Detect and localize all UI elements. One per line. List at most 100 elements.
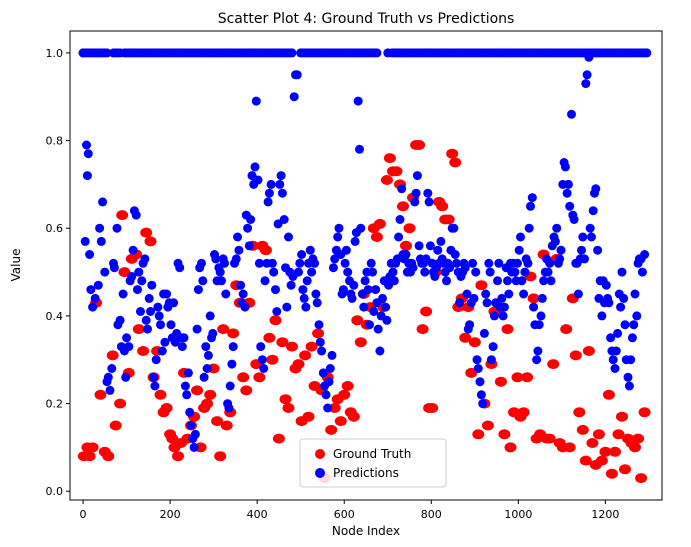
prediction-point	[325, 364, 335, 373]
ground-truth-point	[305, 341, 318, 352]
prediction-point	[350, 236, 360, 246]
prediction-point	[294, 267, 303, 277]
prediction-point	[359, 302, 369, 312]
ground-truth-point	[442, 214, 455, 225]
prediction-point	[397, 184, 407, 194]
prediction-point	[323, 403, 333, 413]
prediction-point	[489, 311, 499, 321]
prediction-point	[305, 245, 315, 255]
prediction-point	[624, 381, 634, 391]
prediction-point	[569, 215, 579, 224]
ground-truth-point	[586, 438, 599, 448]
x-tick-label: 600	[334, 508, 355, 521]
ground-truth-point	[302, 411, 315, 422]
prediction-point	[149, 372, 159, 382]
ground-truth-point	[160, 403, 173, 413]
prediction-point	[227, 359, 237, 369]
ground-truth-point	[237, 372, 250, 383]
prediction-point	[260, 276, 270, 286]
prediction-point	[366, 258, 376, 268]
prediction-point	[519, 289, 529, 299]
prediction-point	[536, 311, 546, 321]
prediction-point	[433, 245, 443, 255]
prediction-point	[263, 197, 273, 207]
ground-truth-point	[632, 433, 645, 444]
prediction-point	[284, 232, 293, 242]
prediction-point	[581, 79, 591, 89]
y-tick-label: 0.8	[46, 135, 64, 148]
ground-truth-point	[201, 398, 214, 409]
ground-truth-point	[446, 148, 459, 159]
ground-truth-point	[217, 324, 230, 335]
prediction-point	[146, 307, 155, 316]
prediction-point	[334, 223, 344, 233]
prediction-point	[201, 342, 211, 352]
chart-title: Scatter Plot 4: Ground Truth vs Predicti…	[218, 11, 515, 27]
prediction-point	[545, 258, 555, 268]
prediction-point	[137, 276, 147, 286]
prediction-point	[98, 197, 108, 207]
ground-truth-point	[259, 245, 272, 256]
prediction-point	[231, 254, 241, 264]
ground-truth-point	[403, 223, 416, 234]
prediction-point	[479, 328, 489, 338]
prediction-point	[484, 258, 494, 268]
prediction-point	[240, 302, 250, 312]
ground-truth-point	[616, 411, 628, 422]
prediction-point	[131, 210, 141, 220]
prediction-point	[295, 258, 305, 268]
prediction-point	[468, 258, 478, 268]
prediction-point	[486, 355, 496, 365]
ground-truth-point	[504, 442, 517, 453]
prediction-point	[526, 201, 535, 211]
ground-truth-point	[86, 442, 99, 453]
prediction-point	[587, 232, 596, 242]
prediction-point	[86, 285, 96, 295]
prediction-point	[160, 337, 170, 347]
legend-label-predictions: Predictions	[333, 466, 399, 480]
prediction-point	[215, 267, 225, 277]
prediction-point	[85, 250, 95, 259]
ground-truth-point	[354, 337, 367, 348]
prediction-point	[112, 223, 122, 233]
prediction-point	[107, 364, 117, 373]
prediction-point	[593, 245, 603, 255]
prediction-point	[175, 263, 185, 273]
prediction-point	[619, 293, 629, 303]
x-tick-label: 800	[421, 508, 442, 521]
prediction-point	[532, 355, 542, 365]
ground-truth-point	[94, 389, 107, 400]
prediction-point	[151, 355, 161, 365]
prediction-point	[637, 267, 647, 277]
prediction-point	[202, 364, 212, 373]
x-tick-label: 1000	[504, 508, 532, 521]
y-tick-label: 0.2	[46, 398, 64, 411]
prediction-point	[275, 179, 285, 189]
ground-truth-point	[397, 201, 409, 212]
prediction-point	[401, 250, 411, 259]
prediction-point	[498, 311, 508, 321]
ground-truth-point	[154, 389, 167, 400]
x-tick-label: 0	[80, 508, 87, 521]
prediction-point	[373, 324, 383, 334]
prediction-point	[251, 96, 261, 106]
prediction-point	[588, 206, 598, 216]
prediction-point	[582, 70, 592, 80]
prediction-point	[469, 293, 479, 303]
prediction-point	[430, 272, 440, 281]
prediction-point	[597, 311, 607, 321]
prediction-point	[246, 215, 256, 224]
y-tick-label: 0.4	[46, 310, 64, 323]
ground-truth-point	[144, 236, 157, 247]
prediction-point	[133, 285, 142, 295]
prediction-point	[253, 175, 263, 185]
ground-truth-point	[635, 473, 648, 484]
prediction-point	[556, 245, 566, 255]
prediction-point	[375, 346, 385, 356]
ground-truth-point	[472, 429, 485, 440]
ground-truth-point	[619, 464, 631, 475]
prediction-point	[189, 442, 199, 452]
prediction-point	[341, 245, 351, 255]
prediction-point	[277, 188, 287, 198]
